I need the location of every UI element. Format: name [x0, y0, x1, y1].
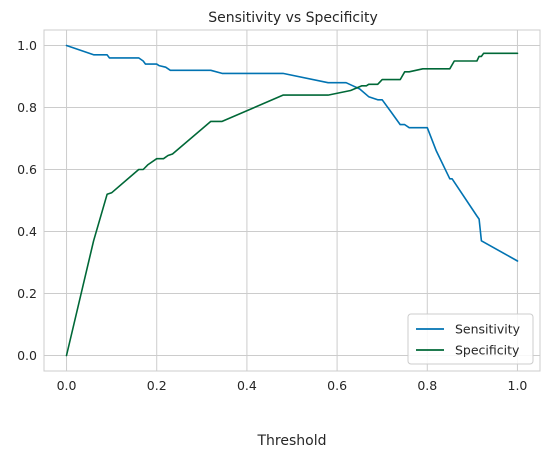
x-tick-label: 0.4: [237, 378, 257, 393]
y-axis-ticks: 0.0 0.2 0.4 0.6 0.8 1.0: [17, 38, 37, 363]
x-axis-ticks: 0.0 0.2 0.4 0.6 0.8 1.0: [57, 378, 528, 393]
x-tick-label: 0.2: [147, 378, 167, 393]
chart-title: Sensitivity vs Specificity: [208, 10, 378, 26]
series-lines: [65, 44, 519, 357]
x-tick-label: 1.0: [508, 378, 528, 393]
legend-label-specificity: Specificity: [455, 343, 520, 358]
legend: Sensitivity Specificity: [407, 313, 534, 365]
x-tick-label: 0.0: [57, 378, 77, 393]
x-tick-label: 0.6: [327, 378, 347, 393]
legend-box: [407, 313, 534, 365]
legend-label-sensitivity: Sensitivity: [455, 322, 521, 337]
x-axis-label: Threshold: [257, 433, 327, 449]
y-tick-label: 1.0: [17, 38, 37, 53]
series-line-sensitivity: [65, 44, 519, 262]
y-tick-label: 0.4: [17, 224, 37, 239]
y-tick-label: 0.0: [17, 348, 37, 363]
series-line-specificity: [65, 52, 519, 357]
y-tick-label: 0.8: [17, 100, 37, 115]
y-tick-label: 0.2: [17, 286, 37, 301]
y-tick-label: 0.6: [17, 162, 37, 177]
x-tick-label: 0.8: [417, 378, 437, 393]
